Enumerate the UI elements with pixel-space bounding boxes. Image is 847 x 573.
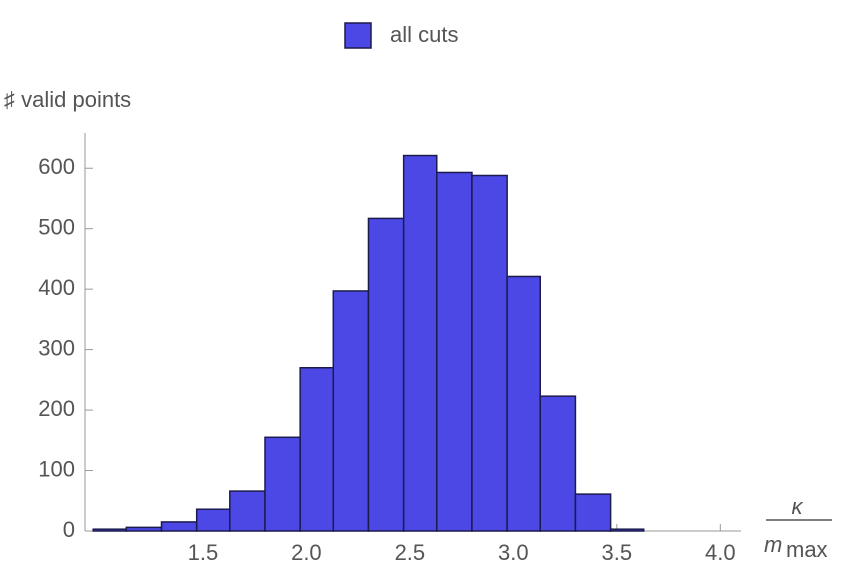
bar bbox=[160, 521, 198, 532]
bar bbox=[229, 490, 266, 532]
bar bbox=[264, 436, 301, 532]
bar bbox=[436, 171, 473, 532]
x-tick-label: 2.0 bbox=[291, 540, 322, 565]
bar bbox=[195, 508, 231, 532]
bar bbox=[299, 367, 335, 532]
bar bbox=[125, 526, 163, 532]
y-tick-label: 100 bbox=[38, 456, 75, 481]
x-tick-label: 3.5 bbox=[602, 540, 633, 565]
y-tick-label: 300 bbox=[38, 335, 75, 360]
y-tick-label: 0 bbox=[63, 517, 75, 542]
x-tick-label: 4.0 bbox=[705, 540, 736, 565]
legend-swatch bbox=[344, 22, 372, 49]
x-label-denominator: m bbox=[764, 532, 782, 557]
bar bbox=[402, 154, 438, 532]
bar bbox=[609, 528, 645, 532]
bar bbox=[471, 174, 508, 532]
bar bbox=[539, 395, 577, 532]
y-tick-label: 600 bbox=[38, 154, 75, 179]
x-tick-label: 3.0 bbox=[498, 540, 529, 565]
y-tick-label: 400 bbox=[38, 275, 75, 300]
legend-label: all cuts bbox=[390, 22, 458, 47]
bar bbox=[332, 290, 370, 532]
x-label-numerator: κ bbox=[792, 494, 804, 519]
x-tick-label: 2.5 bbox=[395, 540, 426, 565]
y-tick-label: 200 bbox=[38, 396, 75, 421]
bar bbox=[92, 528, 128, 532]
bar bbox=[506, 275, 541, 532]
y-tick-label: 500 bbox=[38, 215, 75, 240]
bar bbox=[367, 217, 405, 532]
bar bbox=[574, 493, 612, 532]
x-tick-label: 1.5 bbox=[188, 540, 219, 565]
x-label-subscript: max bbox=[786, 537, 828, 562]
y-axis-label: ♯ valid points bbox=[4, 87, 131, 112]
